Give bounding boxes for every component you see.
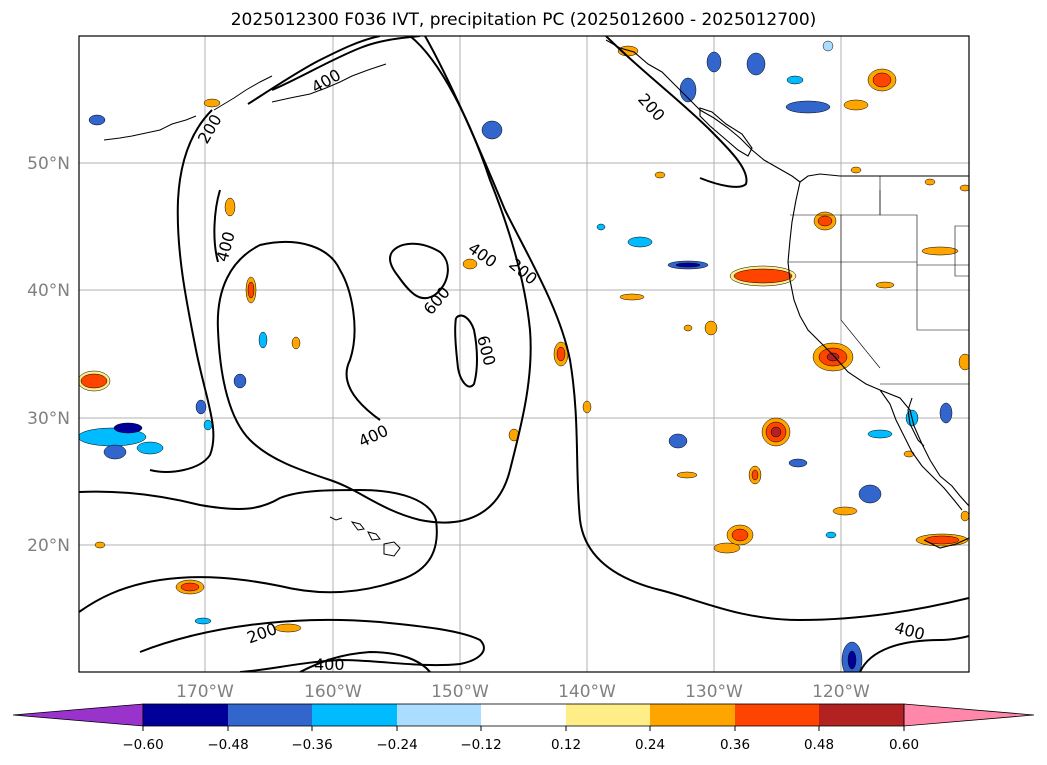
colorbar-segment [228, 704, 312, 726]
lon-tick-160w: 160°W [304, 682, 362, 702]
lat-tick-20n: 20°N [27, 536, 70, 556]
colorbar-extend-high [903, 703, 1035, 727]
colorbar-tick-label: 0.48 [804, 737, 834, 753]
lon-tick-150w: 150°W [431, 682, 489, 702]
ivt-contours [79, 36, 969, 672]
lon-tick-120w: 120°W [812, 682, 870, 702]
hawaiian-islands [329, 516, 401, 557]
contour-label-400-bottom: 400 [314, 655, 345, 674]
colorbar-tick-label: −0.24 [376, 737, 417, 753]
colorbar-tick-label: 0.60 [889, 737, 919, 753]
lat-tick-40n: 40°N [27, 281, 70, 301]
colorbar-extend-low [12, 703, 144, 727]
political-borders [788, 176, 969, 385]
colorbar-segment [143, 704, 228, 726]
colorbar-tick-label: 0.36 [720, 737, 750, 753]
colorbar-segment [735, 704, 819, 726]
coastline [605, 39, 969, 549]
lon-tick-130w: 130°W [685, 682, 743, 702]
longitude-axis: 170°W 160°W 150°W 140°W 130°W 120°W [176, 682, 870, 702]
colorbar-segment [819, 704, 904, 726]
map-frame [78, 35, 970, 673]
colorbar-outline [142, 703, 905, 727]
colorbar-tick-label: 0.12 [551, 737, 581, 753]
colorbar-tick-label: 0.24 [635, 737, 665, 753]
lon-tick-140w: 140°W [558, 682, 616, 702]
map-title: 2025012300 F036 IVT, precipitation PC (2… [230, 10, 817, 30]
colorbar-segment [650, 704, 735, 726]
latitude-axis: 50°N 40°N 30°N 20°N [27, 154, 70, 556]
negative-anomaly-areas [79, 40, 953, 672]
colorbar-ticks [142, 726, 905, 731]
aleutian-islands [103, 63, 387, 141]
colorbar-tick-label: −0.48 [207, 737, 248, 753]
colorbar-tick-label: −0.12 [460, 737, 501, 753]
colorbar-segment [566, 704, 650, 726]
lat-tick-50n: 50°N [27, 154, 70, 174]
lon-tick-170w: 170°W [176, 682, 234, 702]
colorbar-segment [312, 704, 397, 726]
colorbar-tick-label: −0.60 [122, 737, 163, 753]
colorbar-segment [481, 704, 566, 726]
colorbar-tick-label: −0.36 [291, 737, 332, 753]
colorbar: −0.60 −0.48 −0.36 −0.24 −0.12 0.12 0.24 … [12, 703, 1035, 753]
lat-tick-30n: 30°N [27, 409, 70, 429]
colorbar-segment [397, 704, 481, 726]
